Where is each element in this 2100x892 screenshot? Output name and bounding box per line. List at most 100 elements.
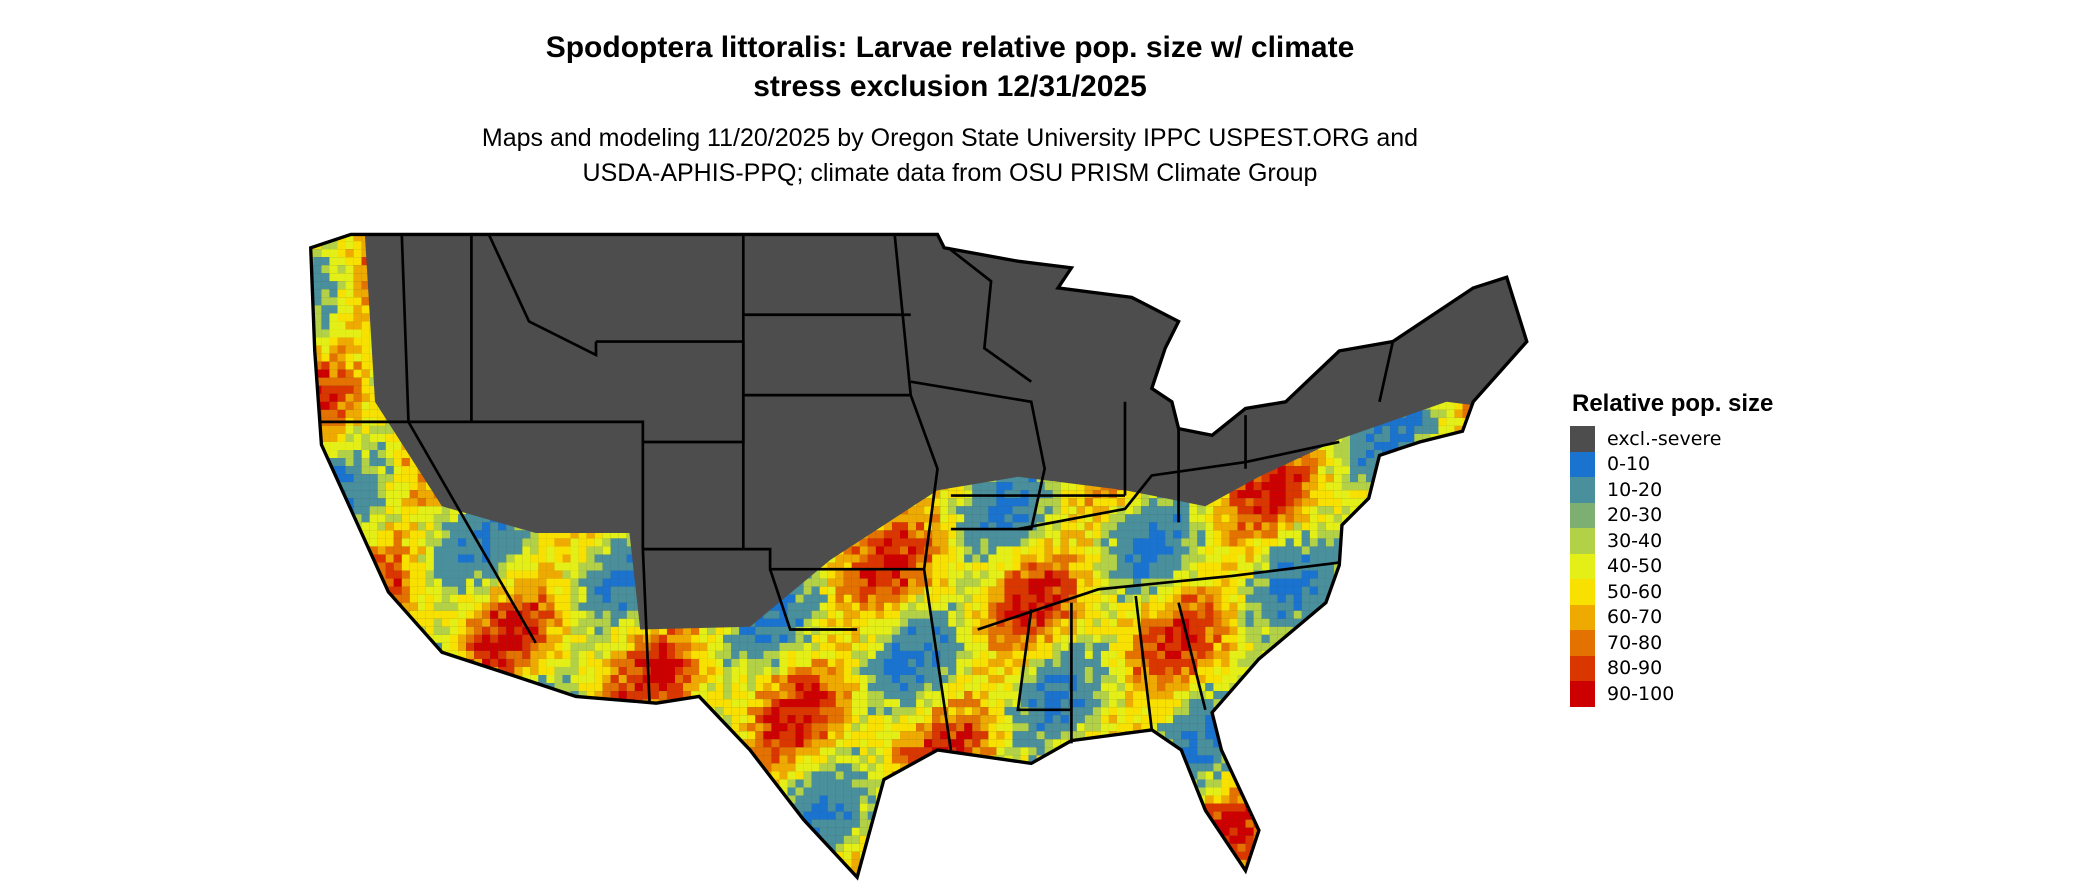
subtitle-line-2: USDA-APHIS-PPQ; climate data from OSU PR… [582,159,1318,187]
raster-cell [1052,249,1061,258]
raster-cell [345,257,354,266]
raster-cell [1181,409,1190,418]
raster-cell [337,401,346,410]
raster-cell [1422,289,1431,298]
raster-cell [1237,234,1246,242]
raster-cell [393,441,402,451]
raster-cell [1462,458,1471,467]
raster-cell [1398,241,1407,250]
raster-cell [1422,458,1431,467]
raster-cell [393,458,402,467]
raster-cell [1341,289,1350,298]
raster-cell [1350,241,1359,250]
raster-cell [1454,425,1463,434]
raster-cell [1293,466,1302,475]
raster-cell [1181,305,1190,314]
raster-cell [1245,297,1254,306]
raster-cell [1535,265,1543,273]
raster-cell [1478,265,1487,274]
raster-cell [1293,321,1302,330]
raster-cell [1414,241,1423,250]
raster-cell [1470,474,1479,483]
raster-cell [1237,249,1246,258]
raster-cell [1438,265,1447,274]
raster-cell [715,225,723,233]
raster-cell [1518,393,1527,402]
raster-cell [707,225,715,233]
raster-cell [1414,313,1423,322]
raster-cell [1438,409,1447,418]
raster-cell [1197,321,1206,330]
raster-cell [1293,345,1302,354]
raster-cell [1486,234,1495,242]
raster-cell [1358,337,1367,346]
raster-cell [1527,313,1535,321]
raster-cell [1197,289,1206,298]
raster-cell [1510,361,1519,370]
raster-cell [313,273,322,282]
raster-cell [828,225,836,233]
raster-cell [876,225,884,233]
raster-cell [1333,337,1342,346]
raster-cell [1470,273,1479,282]
raster-cell [1527,346,1535,354]
raster-cell [522,225,530,233]
raster-cell [329,377,338,386]
raster-cell [988,234,997,242]
raster-cell [1446,273,1455,282]
raster-cell [329,225,337,233]
raster-cell [1390,441,1399,451]
raster-cell [297,386,305,394]
raster-cell [1446,401,1455,410]
raster-cell [1382,441,1391,451]
raster-cell [1527,410,1535,418]
raster-cell [329,337,338,346]
raster-cell [1221,377,1230,386]
raster-cell [1398,425,1407,434]
raster-cell [1454,417,1463,426]
raster-cell [1205,321,1214,330]
raster-cell [1510,273,1519,282]
raster-cell [1285,474,1294,483]
raster-cell [353,361,362,370]
raster-cell [1422,417,1431,426]
raster-cell [1133,241,1142,250]
raster-cell [1374,321,1383,330]
raster-cell [297,346,305,354]
raster-cell [345,249,354,258]
raster-cell [1181,329,1190,338]
raster-cell [1462,265,1471,274]
raster-cell [297,297,305,305]
raster-cell [353,441,362,451]
raster-cell [1414,273,1423,282]
raster-cell [345,385,354,394]
raster-cell [812,225,820,233]
raster-cell [1519,225,1527,233]
raster-cell [1438,450,1447,459]
raster-cell [1181,273,1190,282]
raster-cell [1189,369,1198,378]
raster-cell [1213,409,1222,418]
raster-cell [1358,257,1367,266]
raster-cell [1181,297,1190,306]
raster-cell [1181,289,1190,298]
raster-cell [1510,458,1519,467]
raster-cell [1181,265,1190,274]
raster-cell [1149,257,1158,266]
raster-cell [337,409,346,418]
raster-cell [1157,257,1166,266]
raster-cell [1527,458,1535,466]
raster-cell [385,474,394,483]
raster-cell [1374,265,1383,274]
raster-cell [1430,474,1439,483]
raster-cell [1382,466,1391,475]
raster-cell [385,458,394,467]
raster-cell [1181,401,1190,410]
raster-cell [1527,442,1535,450]
raster-cell [1229,337,1238,346]
raster-cell [1293,265,1302,274]
raster-cell [1470,441,1479,451]
raster-cell [1510,257,1519,266]
raster-cell [345,337,354,346]
raster-cell [1277,466,1286,475]
